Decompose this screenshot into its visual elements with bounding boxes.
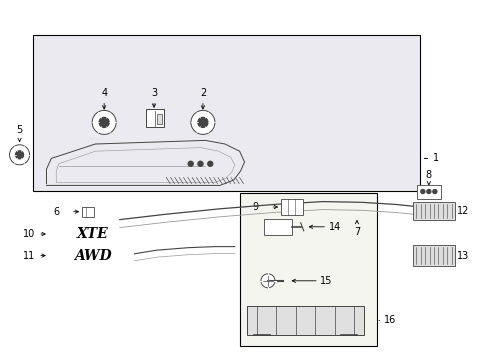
Text: 8: 8 — [425, 170, 431, 180]
Circle shape — [420, 189, 424, 194]
Circle shape — [16, 151, 23, 159]
Text: AWD: AWD — [74, 249, 111, 262]
Bar — [33, 35, 419, 191]
Bar — [239, 193, 376, 346]
Text: 5: 5 — [17, 125, 22, 141]
Circle shape — [426, 189, 430, 194]
Text: XTE: XTE — [77, 227, 108, 241]
Bar — [412, 245, 454, 266]
Text: 7: 7 — [353, 227, 359, 237]
Bar — [416, 185, 440, 198]
Bar — [82, 207, 94, 217]
Circle shape — [198, 161, 203, 166]
Bar — [281, 199, 303, 215]
Text: 12: 12 — [456, 206, 468, 216]
Text: 13: 13 — [456, 251, 468, 261]
Bar — [246, 306, 364, 335]
Text: 3: 3 — [151, 88, 157, 107]
Text: 14: 14 — [328, 222, 340, 232]
Text: 10: 10 — [23, 229, 36, 239]
Bar — [146, 109, 163, 127]
Circle shape — [188, 161, 193, 166]
Circle shape — [10, 145, 29, 165]
Text: 16: 16 — [383, 315, 395, 325]
Text: 4: 4 — [101, 88, 107, 109]
Bar — [263, 219, 291, 235]
Bar — [157, 114, 162, 124]
Circle shape — [261, 274, 274, 288]
Circle shape — [92, 111, 116, 134]
Circle shape — [190, 111, 215, 134]
Text: 9: 9 — [252, 202, 258, 212]
Circle shape — [198, 117, 207, 127]
Circle shape — [99, 117, 109, 127]
Text: 15: 15 — [320, 276, 332, 286]
Text: 2: 2 — [200, 88, 205, 109]
Circle shape — [432, 189, 436, 194]
Text: 11: 11 — [23, 251, 36, 261]
Text: 6: 6 — [53, 207, 59, 217]
Circle shape — [207, 161, 212, 166]
Text: 1: 1 — [432, 153, 438, 163]
Bar — [412, 202, 454, 220]
